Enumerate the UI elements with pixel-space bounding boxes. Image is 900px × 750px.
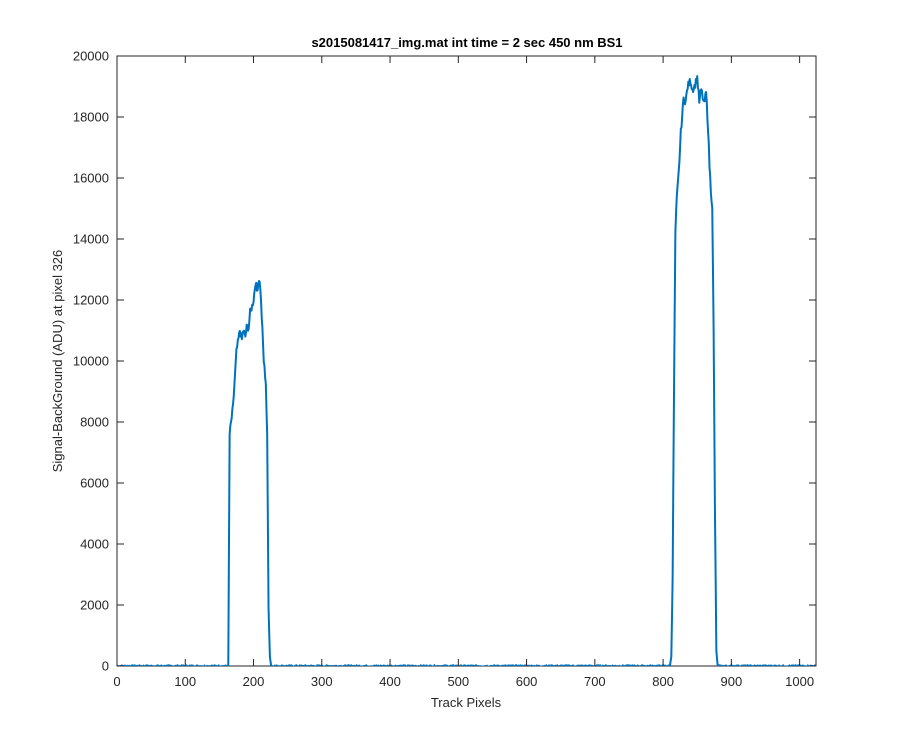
y-axis: 0 2000 4000 6000 8000 10000 12000 14000 16000 180… xyxy=(73,49,816,674)
y-tick-label: 20000 xyxy=(73,49,109,64)
x-tick-label: 1000 xyxy=(785,674,814,689)
x-tick-label: 0 xyxy=(113,674,120,689)
y-tick-label: 12000 xyxy=(73,293,109,308)
x-tick-label: 900 xyxy=(721,674,743,689)
y-tick-label: 8000 xyxy=(80,415,109,430)
chart-title: s2015081417_img.mat int time = 2 sec 450… xyxy=(311,35,622,50)
x-tick-label: 400 xyxy=(379,674,401,689)
x-tick-label: 600 xyxy=(516,674,538,689)
x-tick-label: 100 xyxy=(174,674,196,689)
y-tick-label: 0 xyxy=(102,659,109,674)
y-tick-label: 2000 xyxy=(80,598,109,613)
x-axis-label: Track Pixels xyxy=(431,695,502,710)
y-tick-label: 18000 xyxy=(73,110,109,125)
x-tick-label: 300 xyxy=(311,674,333,689)
y-tick-label: 6000 xyxy=(80,476,109,491)
y-tick-label: 14000 xyxy=(73,232,109,247)
y-tick-label: 10000 xyxy=(73,354,109,369)
x-tick-label: 200 xyxy=(243,674,265,689)
y-tick-label: 16000 xyxy=(73,171,109,186)
y-axis-label: Signal-BackGround (ADU) at pixel 326 xyxy=(50,250,65,473)
series-line xyxy=(117,75,816,666)
y-tick-label: 4000 xyxy=(80,537,109,552)
x-axis: 0 100 200 300 400 500 600 700 800 900 1000 xyxy=(113,56,814,689)
x-tick-label: 500 xyxy=(447,674,469,689)
x-tick-label: 800 xyxy=(652,674,674,689)
x-tick-label: 700 xyxy=(584,674,606,689)
